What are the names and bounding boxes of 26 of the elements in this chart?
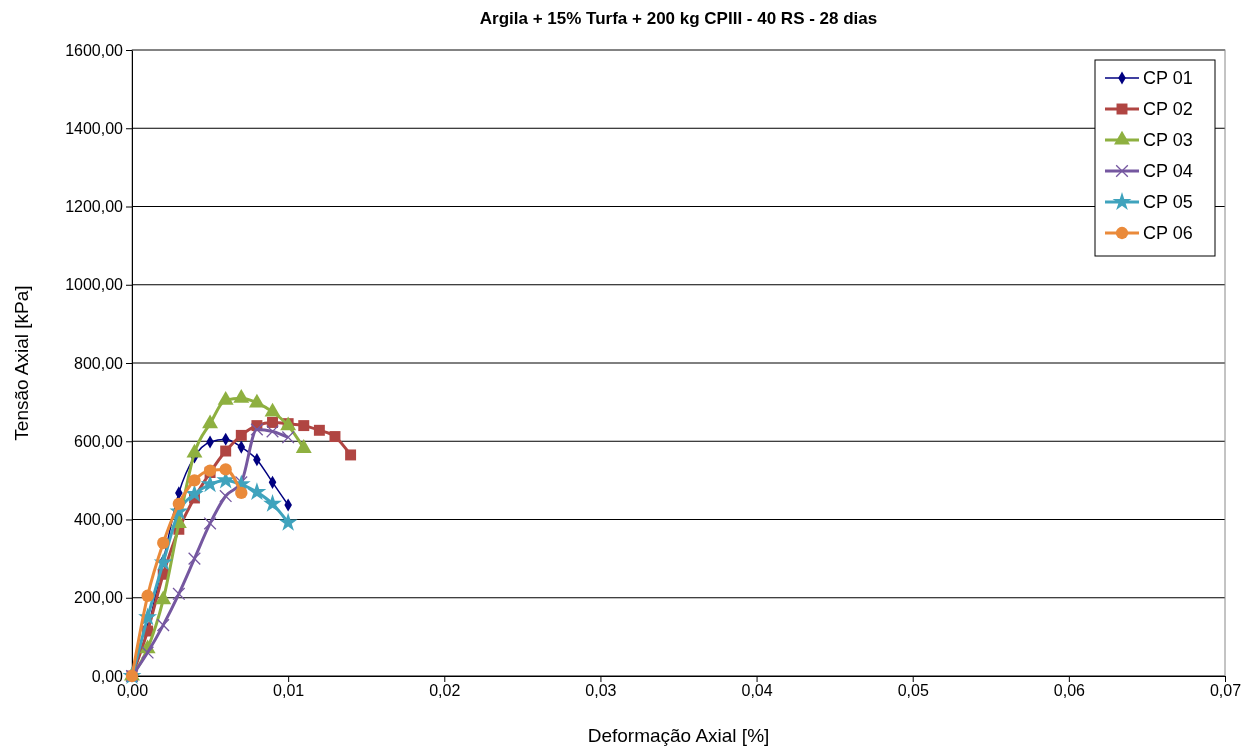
y-tick-label: 1200,00	[65, 198, 124, 216]
y-tick-label: 1000,00	[65, 276, 124, 294]
y-tick-label: 200,00	[74, 589, 124, 607]
x-tick-label: 0,07	[1209, 682, 1242, 700]
y-tick-label: 0,00	[91, 667, 124, 685]
chart-title: Argila + 15% Turfa + 200 kg CPIII - 40 RS - 28 dias	[479, 9, 878, 28]
y-tick-label: 1400,00	[65, 119, 124, 137]
y-axis-title: Tensão Axial [kPa]	[11, 285, 32, 441]
x-axis-title: Deformação Axial [%]	[587, 725, 770, 746]
x-tick-label: 0,05	[897, 682, 929, 700]
legend-label: CP 05	[1143, 192, 1193, 212]
legend-label: CP 01	[1143, 68, 1193, 88]
x-tick-label: 0,00	[116, 682, 149, 700]
y-tick-label: 1600,00	[65, 41, 124, 59]
legend-label: CP 02	[1143, 99, 1193, 119]
legend-label: CP 03	[1143, 130, 1193, 150]
x-tick-label: 0,04	[741, 682, 773, 700]
x-tick-label: 0,01	[273, 682, 305, 700]
x-tick-label: 0,03	[585, 682, 617, 700]
legend-label: CP 04	[1143, 161, 1193, 181]
y-tick-label: 600,00	[74, 432, 124, 450]
legend-label: CP 06	[1143, 223, 1193, 243]
x-tick-label: 0,02	[429, 682, 461, 700]
y-tick-label: 800,00	[74, 354, 124, 372]
x-tick-label: 0,06	[1053, 682, 1086, 700]
y-tick-label: 400,00	[74, 511, 124, 529]
